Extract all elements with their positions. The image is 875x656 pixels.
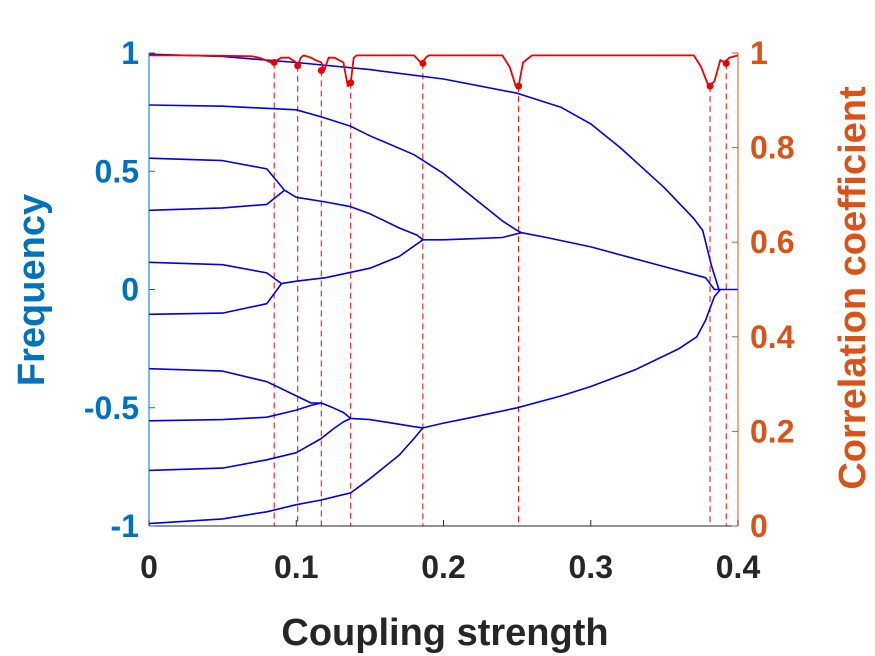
correlation-marker (270, 58, 278, 66)
frequency-curve (148, 53, 738, 291)
correlation-marker (294, 62, 302, 70)
x-tick-label: 0 (140, 549, 158, 585)
frequency-curve (281, 239, 424, 285)
frequency-curve (148, 104, 522, 234)
axes (148, 52, 739, 527)
tick-labels: 0 0.1 0.2 0.3 0.4 -1 -0.5 0 0.5 1 0 0.2 0.4 0.6 0.8 1 (84, 35, 795, 585)
correlation-marker (706, 82, 714, 90)
right-y-tick-label: 0.2 (750, 413, 794, 449)
correlation-curve-layer (149, 54, 739, 90)
correlation-marker (347, 79, 355, 87)
frequency-curve (320, 402, 352, 420)
x-axis-label: Coupling strength (281, 612, 608, 654)
right-y-axis-label: Correlation coefficient (832, 86, 874, 490)
x-tick-label: 0.1 (274, 549, 318, 585)
right-y-tick-label: 0.4 (750, 319, 795, 355)
x-tick-label: 0.3 (569, 549, 613, 585)
correlation-marker (419, 59, 427, 67)
left-y-tick-label: 0.5 (95, 153, 139, 189)
frequency-curve (148, 189, 286, 212)
x-tick-label: 0.2 (421, 549, 465, 585)
x-tick-label: 0.4 (716, 549, 761, 585)
left-y-tick-label: 0 (121, 272, 139, 308)
frequency-curve (148, 417, 352, 472)
right-y-tick-label: 0.6 (750, 224, 794, 260)
frequency-curve (422, 288, 721, 429)
frequency-curve (148, 402, 322, 422)
right-y-tick-label: 0.8 (750, 130, 794, 166)
frequency-curve (148, 367, 322, 404)
right-y-tick-label: 0 (750, 508, 768, 544)
frequency-curve (284, 189, 424, 241)
correlation-marker (317, 67, 325, 75)
left-y-tick-label: -1 (111, 508, 139, 544)
frequency-curve (148, 427, 424, 525)
correlation-marker (722, 59, 730, 67)
left-y-axis-label: Frequency (11, 194, 53, 386)
right-y-tick-label: 1 (750, 35, 768, 71)
frequency-curve (148, 261, 282, 285)
correlation-marker (515, 82, 523, 90)
left-y-tick-label: 1 (121, 35, 139, 71)
frequency-curves (148, 53, 738, 525)
left-y-tick-label: -0.5 (84, 390, 139, 426)
frequency-curve (148, 283, 283, 316)
frequency-curve (422, 231, 721, 291)
frequency-curve (148, 157, 286, 191)
frequency-curve (350, 417, 424, 429)
